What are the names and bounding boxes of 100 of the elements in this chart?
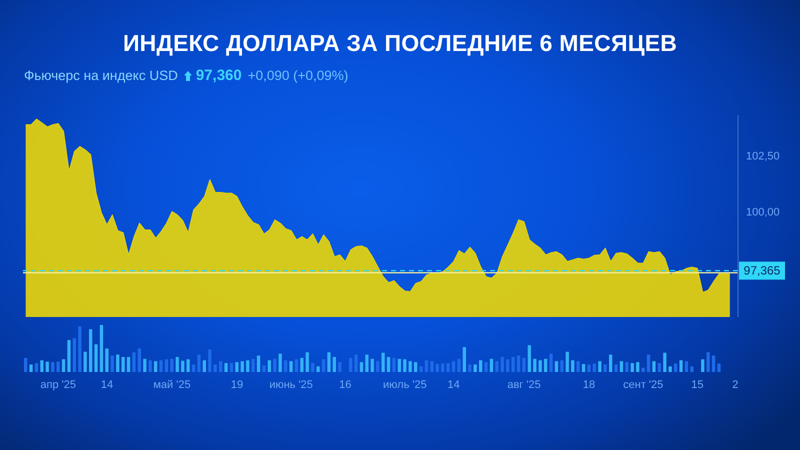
bar [674, 364, 678, 372]
bar [72, 338, 76, 372]
x-tick-label: авг '25 [507, 378, 541, 391]
bar [376, 361, 380, 372]
x-tick-label: апр '25 [40, 378, 76, 391]
bar [51, 362, 54, 372]
bar [154, 361, 158, 372]
bar [408, 361, 412, 372]
ref-line-label: 97,365 [744, 264, 781, 278]
x-tick-label: 2 [732, 378, 738, 391]
bar [62, 359, 66, 372]
bar [549, 354, 553, 372]
x-tick-label: 16 [339, 378, 352, 391]
bar [159, 360, 163, 372]
x-tick-label: 14 [100, 378, 114, 391]
bar [24, 358, 28, 372]
x-tick-label: 18 [582, 378, 596, 391]
bar [365, 354, 368, 372]
x-tick-label: июнь '25 [269, 378, 313, 391]
bar [186, 359, 190, 372]
bar [181, 360, 184, 372]
y-tick-label: 102,50 [746, 150, 780, 162]
bar [67, 340, 71, 372]
bar [684, 361, 688, 372]
bar [126, 356, 130, 372]
bar [46, 362, 49, 372]
bar [122, 356, 125, 372]
bar [625, 362, 628, 372]
bar [701, 359, 704, 372]
y-tick-label: 100,00 [746, 206, 780, 218]
bar [84, 352, 87, 372]
bar [110, 356, 114, 372]
bar [652, 361, 656, 372]
text: 97,360 [196, 67, 242, 84]
x-tick-label: 15 [691, 378, 704, 391]
bar [554, 361, 558, 372]
bar [392, 358, 396, 372]
text: +0,090 (+0,09%) [248, 68, 348, 83]
bar [663, 352, 666, 372]
bar [322, 359, 326, 372]
bar [327, 352, 331, 372]
bar [403, 359, 406, 372]
bar [630, 363, 634, 372]
bar [240, 361, 244, 372]
bar [598, 361, 602, 372]
bar [202, 360, 206, 372]
bar [29, 364, 33, 372]
bar [560, 360, 564, 372]
bar [522, 358, 526, 372]
bar [306, 352, 309, 372]
bar [332, 356, 336, 372]
bar [668, 366, 672, 372]
bar [56, 362, 60, 372]
bar [484, 362, 488, 372]
bar [256, 356, 260, 372]
bar [604, 364, 607, 372]
bar [148, 360, 152, 372]
bar [398, 358, 401, 372]
bar [679, 360, 683, 372]
bar [78, 326, 82, 372]
bar [528, 345, 531, 372]
bar [382, 352, 385, 372]
bar [533, 358, 536, 372]
bar [609, 354, 612, 372]
bar [100, 325, 104, 372]
bar [262, 365, 266, 372]
chart-title: ИНДЕКС ДОЛЛАРА ЗА ПОСЛЕДНИЕ 6 МЕСЯЦЕВ [122, 30, 678, 57]
bar [571, 360, 574, 372]
bar [89, 329, 92, 372]
bar [717, 364, 721, 372]
bar [311, 363, 314, 372]
bar [462, 347, 466, 372]
bar [273, 358, 276, 372]
x-tick-label: 19 [230, 378, 244, 391]
bar [338, 362, 342, 372]
bar [176, 356, 179, 372]
bar [441, 364, 444, 372]
bar [468, 364, 472, 372]
bar [214, 364, 217, 372]
bar [614, 364, 618, 372]
bar [170, 358, 174, 372]
bar [414, 362, 418, 372]
bar [230, 363, 234, 372]
bar [712, 356, 716, 372]
bar [386, 356, 390, 372]
bar [419, 366, 423, 372]
bar [506, 359, 510, 372]
bar [105, 348, 108, 372]
bar [94, 344, 98, 372]
bar [636, 362, 640, 372]
bar [268, 360, 271, 372]
chart-subtitle: Фьючерс на индекс USD [24, 68, 178, 83]
x-tick-label: сент '25 [623, 378, 664, 391]
bar [646, 354, 650, 372]
bar [457, 358, 461, 372]
bar [544, 358, 548, 372]
bar [235, 362, 238, 372]
bar [40, 360, 44, 372]
bar [370, 358, 374, 372]
bar [620, 361, 624, 372]
